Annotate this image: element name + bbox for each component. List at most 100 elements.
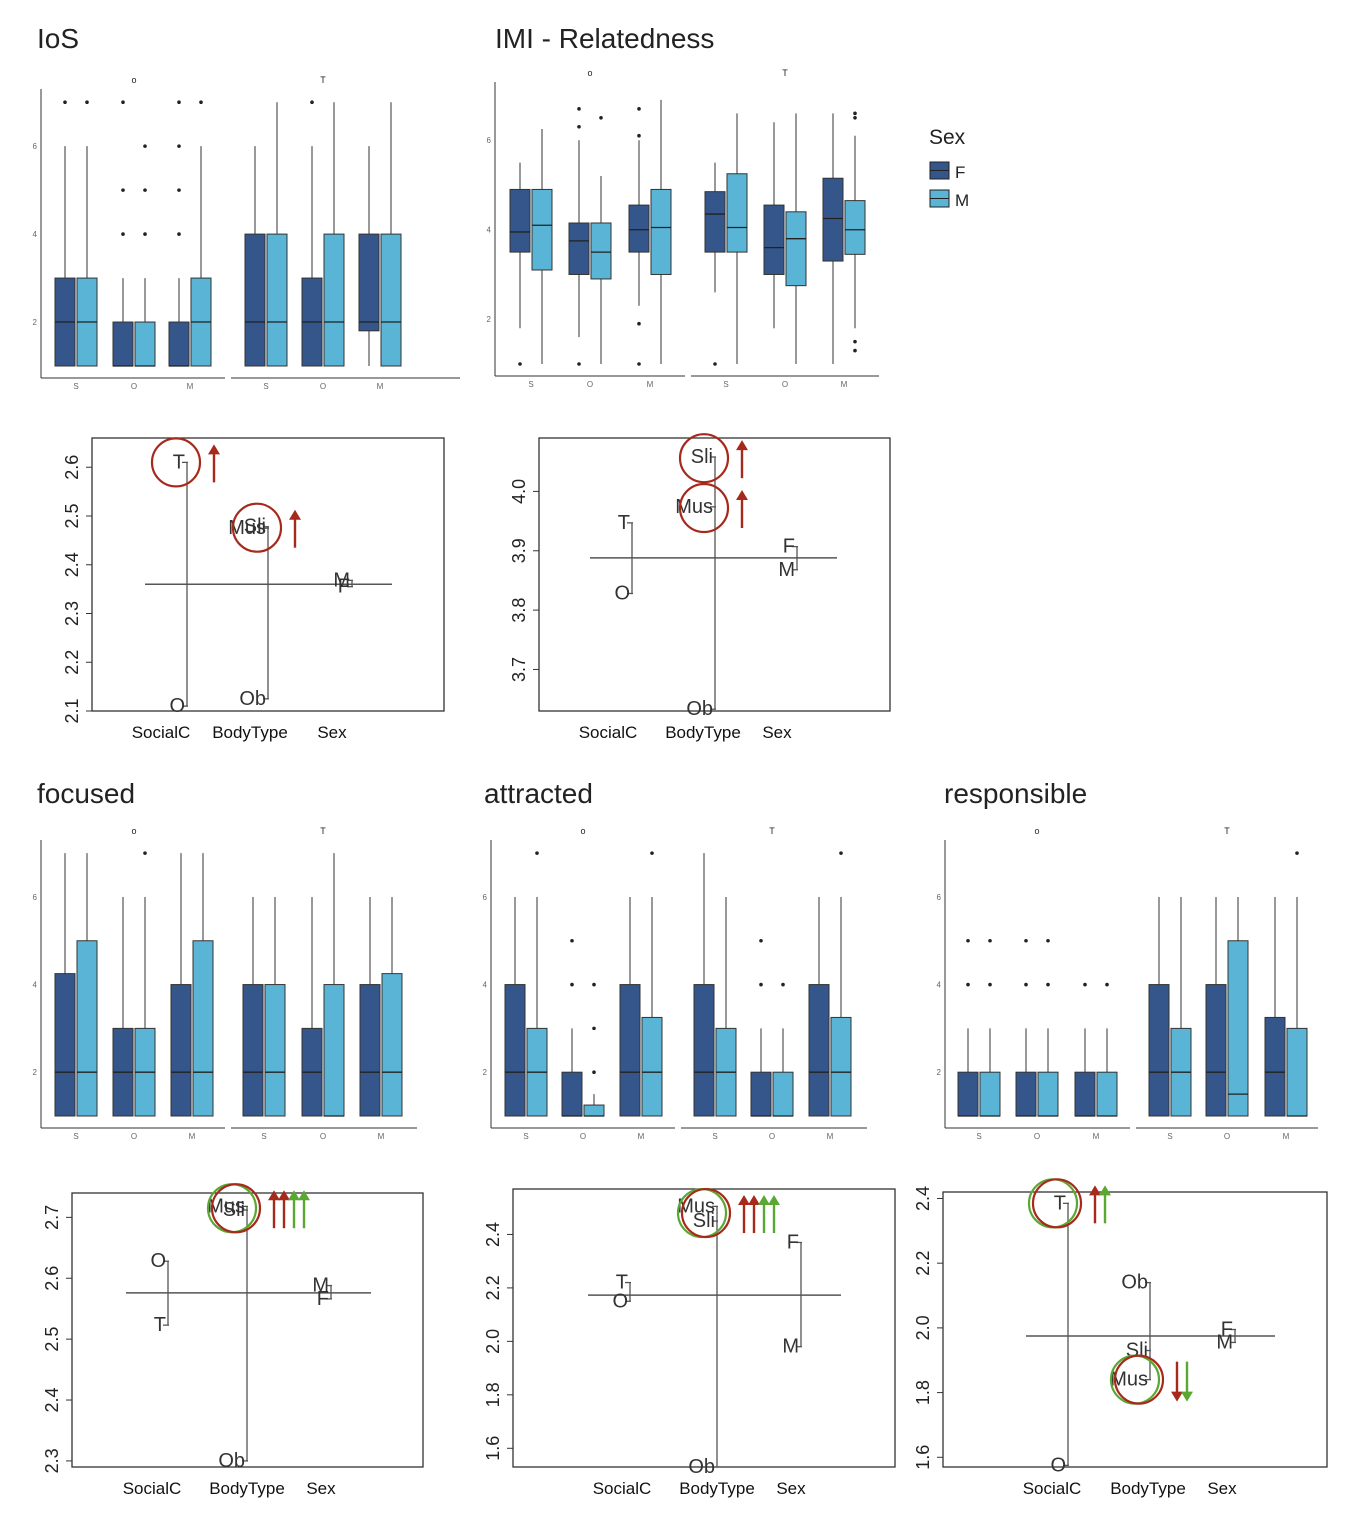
- box-f: [1264, 1016, 1286, 1117]
- effects-x-label: BodyType: [665, 723, 741, 742]
- boxplot: 2 4 6 o T S O M S O M: [483, 826, 867, 1141]
- factor-level-label: Ob: [688, 1456, 715, 1478]
- factor-level-label: Mus: [207, 1195, 245, 1217]
- boxplot-y-tick-label: 2: [33, 1068, 38, 1077]
- factor-level-label: Ob: [1121, 1272, 1148, 1294]
- boxplot-y-tick-label: 4: [33, 981, 38, 990]
- outlier-point: [143, 144, 147, 148]
- effects-y-tick-label: 2.4: [483, 1222, 503, 1247]
- box-m: [1227, 940, 1249, 1117]
- factor-level-label: O: [1050, 1454, 1066, 1476]
- box-m: [844, 200, 866, 255]
- legend-label-m: M: [955, 191, 969, 210]
- box-m: [192, 940, 214, 1117]
- outlier-point: [518, 362, 522, 366]
- boxplot-x-tick-label: M: [1283, 1132, 1290, 1141]
- factor-level-label: O: [169, 695, 185, 717]
- effects-x-label: SocialC: [1023, 1479, 1082, 1498]
- box-m: [726, 173, 748, 253]
- effects-plot: 1.61.82.02.22.4 TOSocialCObSliMusBodyType…: [913, 1178, 1328, 1498]
- factor-level-label: M: [333, 569, 350, 591]
- box-f: [1074, 1071, 1096, 1117]
- factor-level-label: Sli: [244, 516, 266, 538]
- factor-level-label: O: [150, 1250, 166, 1272]
- outlier-point: [121, 232, 125, 236]
- boxplot-y-tick-label: 2: [937, 1068, 942, 1077]
- outlier-point: [143, 851, 147, 855]
- boxplot: 2 4 6 o T S O M S O M: [487, 68, 879, 389]
- outlier-point: [570, 982, 574, 987]
- box-f: [750, 1071, 772, 1117]
- outlier-point: [577, 362, 581, 366]
- factor-level-label: Ob: [218, 1450, 245, 1472]
- boxplot-x-tick-label: S: [523, 1132, 528, 1141]
- factor-level-label: F: [783, 536, 795, 558]
- outlier-point: [177, 232, 181, 236]
- outlier-point: [988, 982, 992, 987]
- panel-title: responsible: [944, 778, 1087, 809]
- box-m: [323, 233, 345, 367]
- annotation-circle-red: [678, 482, 730, 534]
- box-m: [264, 984, 286, 1117]
- boxplot-y-tick-label: 4: [937, 981, 942, 990]
- annotation-circle-red: [231, 502, 283, 553]
- effects-y-tick-label: 2.5: [42, 1327, 62, 1352]
- boxplot-group-label: o: [580, 826, 585, 836]
- boxplot-x-tick-label: M: [1093, 1132, 1100, 1141]
- boxplot-x-tick-label: S: [528, 380, 533, 389]
- boxplot-y-tick-label: 4: [487, 226, 492, 235]
- boxplot-x-tick-label: O: [1224, 1132, 1230, 1141]
- factor-level-label: Sli: [691, 446, 713, 468]
- outlier-point: [177, 100, 181, 104]
- factor-level-label: F: [317, 1288, 329, 1310]
- outlier-point: [966, 938, 970, 943]
- effects-frame: [942, 1191, 1328, 1468]
- boxplot-x-tick-label: O: [320, 382, 326, 391]
- effects-y-tick-label: 3.9: [509, 538, 529, 563]
- annotation-arrow-head-red: [736, 490, 748, 501]
- outlier-point: [988, 938, 992, 943]
- box-m: [266, 233, 288, 367]
- effects-y-tick-label: 2.0: [913, 1315, 933, 1340]
- factor-level-label: T: [173, 451, 185, 473]
- boxplot-y-tick-label: 4: [33, 230, 38, 239]
- outlier-point: [1024, 982, 1028, 987]
- boxplot-y-tick-label: 6: [33, 893, 38, 902]
- boxplot-y-tick-label: 6: [487, 136, 492, 145]
- outlier-point: [853, 339, 857, 344]
- box-m: [641, 1016, 663, 1117]
- outlier-point: [1046, 938, 1050, 943]
- box-m: [134, 321, 156, 367]
- box-f: [170, 984, 192, 1117]
- effects-y-tick-label: 2.1: [62, 698, 82, 723]
- box-m: [583, 1104, 605, 1117]
- outlier-point: [592, 1070, 596, 1074]
- box-m: [380, 233, 402, 367]
- outlier-point: [1046, 982, 1050, 987]
- box-m: [1286, 1027, 1308, 1117]
- factor-level-label: Mus: [677, 1195, 715, 1217]
- effects-y-tick-label: 2.3: [42, 1448, 62, 1473]
- boxplot-x-tick-label: O: [131, 382, 137, 391]
- boxplot-x-tick-label: O: [769, 1132, 775, 1141]
- effects-x-label: Sex: [776, 1479, 806, 1498]
- effects-x-label: Sex: [1207, 1479, 1237, 1498]
- outlier-point: [637, 321, 641, 326]
- boxplot-y-tick-label: 2: [487, 315, 492, 324]
- outlier-point: [781, 982, 785, 987]
- boxplot-group-label: T: [1224, 826, 1230, 836]
- boxplot-group-label: T: [782, 68, 788, 78]
- boxplot-group-label: o: [131, 75, 136, 85]
- box-f: [957, 1071, 979, 1117]
- boxplot-x-tick-label: M: [647, 380, 654, 389]
- panel-title: IMI - Relatedness: [495, 23, 714, 54]
- boxplot: 2 4 6 o T S O M S O M: [937, 826, 1318, 1141]
- outlier-point: [121, 188, 125, 192]
- boxplot-x-tick-label: S: [73, 382, 78, 391]
- boxplot-x-tick-label: S: [976, 1132, 981, 1141]
- factor-level-label: T: [154, 1314, 166, 1336]
- effects-y-tick-label: 2.0: [483, 1329, 503, 1354]
- factor-level-label: T: [616, 1272, 628, 1294]
